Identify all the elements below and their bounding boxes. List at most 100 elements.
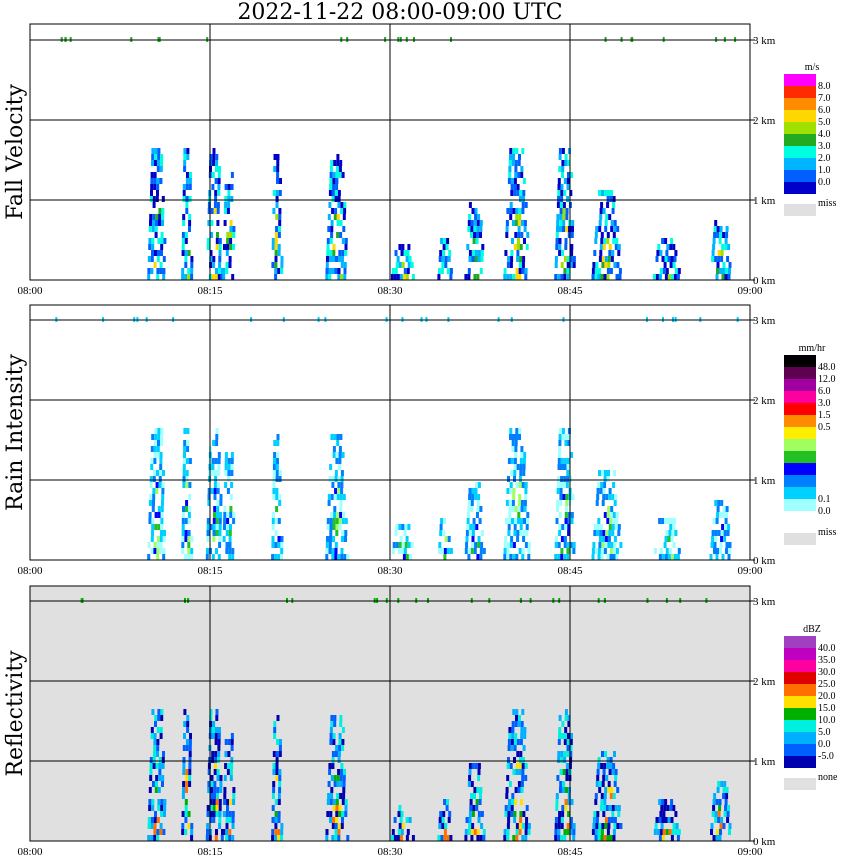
data-cell <box>517 220 521 226</box>
colorbar-units: mm/hr <box>799 343 826 354</box>
data-cell <box>519 817 523 823</box>
data-cell <box>213 506 217 512</box>
data-cell <box>187 823 191 829</box>
data-cell <box>658 817 662 823</box>
data-cell <box>557 817 561 823</box>
data-cell <box>711 256 715 262</box>
data-cell <box>479 232 482 238</box>
data-cell <box>516 464 520 470</box>
data-cell <box>340 208 344 214</box>
data-cell <box>214 470 218 476</box>
data-cell <box>218 811 222 817</box>
data-cell <box>725 506 729 512</box>
data-cell <box>151 434 155 440</box>
data-cell <box>592 262 596 268</box>
data-cell <box>603 476 607 482</box>
colorbar-swatch <box>784 427 816 439</box>
data-cell <box>160 799 164 805</box>
data-cell <box>447 817 451 823</box>
data-cell <box>600 793 604 799</box>
data-cell <box>187 274 191 280</box>
data-cell <box>225 835 229 841</box>
data-cell <box>390 274 394 280</box>
data-cell <box>326 536 329 542</box>
data-cell <box>217 190 221 196</box>
data-cell <box>161 500 164 506</box>
data-cell <box>727 554 731 560</box>
data-cell <box>206 829 209 835</box>
data-cell <box>334 751 338 757</box>
data-cell <box>335 524 339 530</box>
colorbar-missing-swatch <box>784 778 816 790</box>
data-cell <box>614 805 618 811</box>
data-cell <box>337 751 341 757</box>
data-cell <box>476 232 479 238</box>
data-cell <box>602 208 606 214</box>
data-cell <box>337 829 341 835</box>
data-cell <box>567 160 571 166</box>
data-cell <box>226 244 229 250</box>
data-cell <box>159 548 163 554</box>
data-cell <box>229 238 233 244</box>
data-cell <box>215 434 219 440</box>
data-cell <box>561 733 564 739</box>
data-cell <box>718 835 722 841</box>
data-cell <box>151 709 155 715</box>
data-cell <box>663 262 667 268</box>
data-cell <box>604 226 608 232</box>
y-tick-label: 0 km <box>753 836 776 848</box>
data-cell <box>276 166 280 172</box>
data-cell <box>442 530 446 536</box>
data-cell <box>156 470 159 476</box>
colorbar-label: 40.0 <box>818 643 836 654</box>
data-cell <box>275 769 279 775</box>
data-cell <box>715 554 719 560</box>
data-cell <box>722 787 726 793</box>
x-tick-label: 08:30 <box>377 565 403 577</box>
data-cell <box>149 220 152 226</box>
data-cell <box>566 470 570 476</box>
data-cell <box>509 148 513 154</box>
data-cell <box>604 823 608 829</box>
data-cell <box>443 518 447 524</box>
colorbar-swatch <box>784 391 816 403</box>
data-cell <box>599 805 603 811</box>
data-cell <box>156 184 160 190</box>
colorbar-swatch <box>784 720 816 732</box>
data-cell <box>185 739 189 745</box>
data-cell <box>468 494 472 500</box>
data-cell <box>213 793 216 799</box>
data-cell <box>521 835 525 841</box>
data-cell <box>505 500 509 506</box>
data-cell <box>337 482 341 488</box>
data-cell <box>476 226 480 232</box>
data-cell <box>344 244 348 250</box>
data-cell <box>599 208 603 214</box>
data-cell <box>554 262 558 268</box>
data-cell <box>563 554 567 560</box>
data-cell <box>517 232 521 238</box>
data-cell <box>608 805 612 811</box>
data-cell <box>211 757 215 763</box>
data-cell <box>188 745 192 751</box>
data-cell <box>524 835 528 841</box>
data-cell <box>604 817 608 823</box>
data-cell <box>336 434 340 440</box>
data-cell <box>336 214 340 220</box>
data-cell <box>217 733 221 739</box>
y-tick-label: 3 km <box>753 596 776 608</box>
data-cell <box>676 835 680 841</box>
data-cell <box>329 250 333 256</box>
data-cell <box>224 482 228 488</box>
data-cell <box>219 512 222 518</box>
data-cell <box>522 458 526 464</box>
data-cell <box>331 268 335 274</box>
data-cell <box>188 775 192 781</box>
data-cell <box>150 823 154 829</box>
data-cell <box>606 196 610 202</box>
data-cell <box>519 464 523 470</box>
data-cell <box>564 709 568 715</box>
data-cell <box>226 769 230 775</box>
data-cell <box>565 494 569 500</box>
data-cell <box>572 823 576 829</box>
